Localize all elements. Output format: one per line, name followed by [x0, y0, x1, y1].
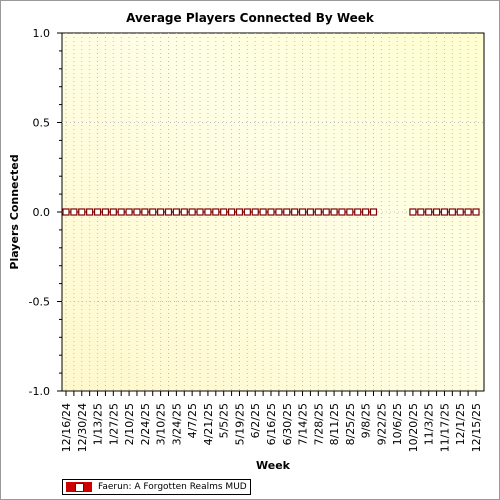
series-line: [62, 208, 480, 216]
x-tick-label: 3/10/25: [155, 403, 168, 445]
x-axis-label: Week: [256, 459, 291, 472]
data-point-marker: [157, 208, 165, 216]
x-axis: 12/16/24 12/30/24 1/13/25 1/27/25 2/10/25 2/2…: [60, 391, 483, 452]
x-tick-label: 11/3/25: [423, 403, 436, 445]
data-point-marker: [330, 208, 338, 216]
data-point-marker: [133, 208, 141, 216]
y-axis-label: Players Connected: [8, 154, 21, 269]
data-point-marker: [417, 208, 425, 216]
data-point-marker: [204, 208, 212, 216]
data-point-marker: [448, 208, 456, 216]
data-point-marker: [275, 208, 283, 216]
data-point-marker: [362, 208, 370, 216]
data-point-marker: [283, 208, 291, 216]
x-tick-label: 9/22/25: [375, 403, 388, 445]
x-tick-label: 10/6/25: [391, 403, 404, 445]
data-point-marker: [180, 208, 188, 216]
y-tick-label: 0.0: [33, 206, 51, 219]
data-point-marker: [432, 208, 441, 216]
x-tick-label: 12/16/24: [60, 403, 73, 452]
x-tick-label: 2/24/25: [139, 403, 152, 445]
y-axis: 1.0 0.5 0.0 -0.5 -1.0: [29, 27, 62, 398]
x-tick-label: 7/14/25: [297, 403, 310, 445]
data-point-marker: [70, 208, 78, 216]
chart-title: Average Players Connected By Week: [126, 11, 375, 25]
y-tick-label: 0.5: [33, 117, 51, 130]
data-point-marker: [354, 208, 362, 216]
x-tick-label: 8/25/25: [344, 403, 357, 445]
legend-marker: [75, 483, 84, 492]
y-tick-label: -0.5: [29, 296, 50, 309]
data-point-marker: [346, 208, 354, 216]
data-point-marker: [164, 208, 173, 216]
x-tick-label: 5/19/25: [233, 403, 246, 445]
x-tick-label: 11/17/25: [438, 403, 451, 452]
x-tick-label: 2/10/25: [123, 403, 136, 445]
x-tick-label: 9/8/25: [360, 403, 373, 438]
data-point-marker: [117, 208, 125, 216]
x-tick-label: 7/28/25: [312, 403, 325, 445]
x-tick-label: 12/30/24: [76, 403, 89, 452]
data-point-marker: [196, 208, 204, 216]
data-point-marker: [251, 208, 259, 216]
legend: Faerun: A Forgotten Realms MUD: [62, 479, 251, 495]
x-tick-label: 12/15/25: [470, 403, 483, 452]
data-point-marker: [172, 208, 180, 216]
y-tick-label: -1.0: [29, 385, 50, 398]
x-tick-label: 4/7/25: [186, 403, 199, 438]
data-point-marker: [472, 208, 480, 216]
x-tick-label: 6/2/25: [249, 403, 262, 438]
x-tick-label: 1/13/25: [92, 403, 105, 445]
data-point-marker: [188, 208, 196, 216]
x-tick-label: 6/30/25: [281, 403, 294, 445]
data-point-marker: [93, 208, 102, 216]
data-point-marker: [101, 208, 110, 216]
data-point-marker: [440, 208, 449, 216]
legend-label: Faerun: A Forgotten Realms MUD: [98, 482, 247, 492]
data-point-marker: [220, 208, 228, 216]
data-point-marker: [212, 208, 220, 216]
data-point-marker: [298, 208, 307, 216]
x-tick-label: 6/16/25: [265, 403, 278, 445]
x-tick-label: 12/1/25: [454, 403, 467, 445]
data-point-marker: [141, 208, 149, 216]
legend-swatch: [66, 482, 92, 492]
data-point-marker: [306, 208, 315, 216]
data-point-marker: [314, 208, 322, 216]
data-point-marker: [456, 208, 464, 216]
data-point-marker: [338, 208, 346, 216]
data-point-marker: [149, 208, 157, 216]
x-tick-label: 5/5/25: [218, 403, 231, 438]
x-tick-label: 4/21/25: [202, 403, 215, 445]
x-tick-label: 1/27/25: [107, 403, 120, 445]
data-point-marker: [125, 208, 133, 216]
data-point-marker: [78, 208, 86, 216]
x-tick-label: 3/24/25: [170, 403, 183, 445]
x-tick-label: 8/11/25: [328, 403, 341, 445]
data-point-marker: [62, 208, 70, 216]
data-point-marker: [235, 208, 244, 216]
data-point-marker: [227, 208, 236, 216]
data-point-marker: [464, 208, 472, 216]
data-point-marker: [369, 208, 378, 216]
data-point-marker: [243, 208, 251, 216]
data-point-marker: [291, 208, 299, 216]
x-tick-label: 10/20/25: [407, 403, 420, 452]
data-point-marker: [322, 208, 330, 216]
data-point-marker: [259, 208, 267, 216]
data-point-marker: [109, 208, 117, 216]
data-point-marker: [409, 208, 417, 216]
data-point-marker: [425, 208, 433, 216]
data-point-marker: [267, 208, 275, 216]
y-tick-label: 1.0: [33, 27, 51, 40]
data-point-marker: [86, 208, 94, 216]
